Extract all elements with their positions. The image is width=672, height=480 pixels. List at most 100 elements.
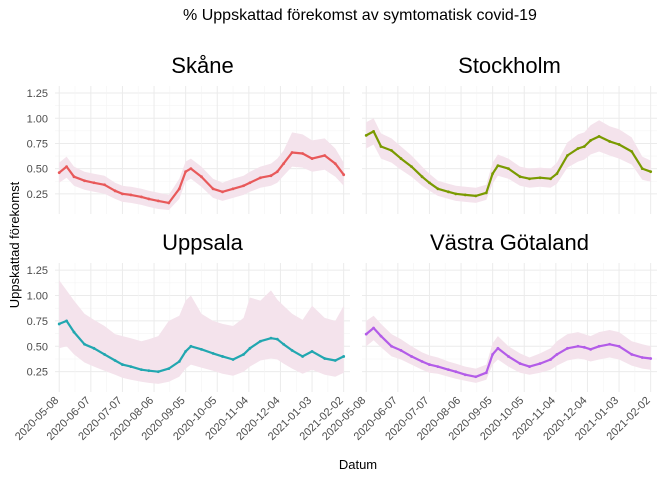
confidence-band: [59, 280, 344, 384]
data-point: [72, 330, 76, 334]
data-point: [259, 176, 262, 180]
data-point: [323, 357, 327, 360]
data-point: [608, 140, 611, 143]
data-point: [538, 362, 542, 365]
data-point: [528, 177, 531, 181]
data-point: [491, 353, 495, 356]
y-tick-label: 1.25: [27, 88, 48, 100]
panel-2: Stockholm: [362, 53, 657, 214]
data-point: [211, 352, 215, 355]
data-point: [65, 319, 68, 323]
data-point: [507, 167, 510, 171]
data-point: [103, 353, 106, 356]
grid: [362, 263, 657, 392]
data-point: [463, 373, 467, 377]
data-point: [221, 355, 224, 358]
data-point: [436, 187, 440, 191]
data-point: [139, 195, 143, 199]
data-point: [379, 334, 383, 338]
data-point: [379, 145, 383, 148]
data-point: [310, 349, 314, 353]
data-point: [342, 355, 346, 358]
data-point: [275, 170, 279, 174]
y-tick-label: 1.00: [27, 113, 48, 125]
data-point: [410, 165, 413, 169]
data-point: [121, 192, 124, 196]
data-point: [259, 339, 262, 343]
data-point: [390, 149, 393, 152]
y-tick-label: 0.50: [27, 341, 48, 353]
data-point: [518, 175, 522, 179]
panel-title: Västra Götaland: [430, 230, 589, 255]
data-point: [333, 359, 337, 362]
data-point: [582, 145, 586, 148]
data-point: [282, 342, 286, 346]
data-point: [399, 157, 403, 160]
series-line: [58, 319, 345, 373]
series-line: [365, 130, 652, 197]
y-tick-label: 1.25: [27, 265, 48, 277]
series-line: [365, 326, 651, 378]
data-point: [242, 353, 245, 356]
data-point: [446, 190, 450, 194]
data-point: [211, 187, 215, 191]
data-point: [113, 189, 117, 193]
data-point: [399, 348, 403, 352]
data-point: [242, 184, 245, 188]
x-axis-label: Datum: [339, 457, 377, 472]
data-point: [474, 375, 478, 379]
data-point: [474, 194, 478, 198]
data-point: [189, 344, 193, 348]
data-point: [184, 349, 188, 353]
data-point: [555, 353, 559, 356]
data-point: [630, 353, 634, 356]
data-point: [597, 344, 601, 348]
data-point: [92, 181, 96, 185]
data-point: [184, 170, 188, 174]
data-point: [177, 360, 181, 363]
data-point: [410, 355, 413, 358]
grid: [362, 86, 657, 214]
data-point: [156, 370, 160, 374]
data-point: [491, 172, 495, 176]
panel-4: Västra Götaland2020-05-082020-06-072020-…: [320, 230, 657, 443]
data-point: [231, 187, 235, 191]
data-point: [630, 150, 634, 153]
data-point: [189, 167, 193, 171]
y-tick-label: 0.75: [27, 138, 48, 150]
panel-title: Stockholm: [458, 53, 561, 78]
data-point: [576, 344, 580, 348]
data-point: [113, 359, 117, 362]
data-point: [538, 176, 542, 180]
data-point: [147, 197, 151, 201]
y-tick-label: 0.75: [27, 316, 48, 328]
y-tick-label: 0.50: [27, 164, 48, 176]
data-point: [496, 346, 500, 350]
data-point: [129, 365, 133, 369]
data-point: [364, 332, 368, 336]
data-point: [589, 139, 593, 142]
data-point: [640, 356, 644, 359]
data-point: [83, 179, 86, 183]
data-point: [649, 357, 653, 360]
data-point: [147, 369, 151, 373]
data-point: [372, 129, 375, 133]
data-point: [390, 344, 393, 348]
data-point: [372, 326, 375, 330]
data-point: [129, 193, 133, 197]
data-point: [221, 190, 224, 194]
data-point: [454, 370, 458, 374]
data-point: [72, 175, 76, 179]
data-point: [333, 162, 337, 166]
data-point: [454, 192, 458, 196]
data-point: [549, 177, 552, 181]
data-point: [301, 152, 304, 155]
data-point: [65, 165, 68, 169]
panels: Skåne 0.25 0.50 0.75 1.00 1.25 Stockholm Uppsal…: [13, 53, 657, 443]
data-point: [290, 151, 294, 154]
confidence-band: [59, 132, 344, 210]
data-point: [275, 337, 279, 341]
data-point: [428, 363, 431, 366]
data-point: [566, 346, 569, 350]
